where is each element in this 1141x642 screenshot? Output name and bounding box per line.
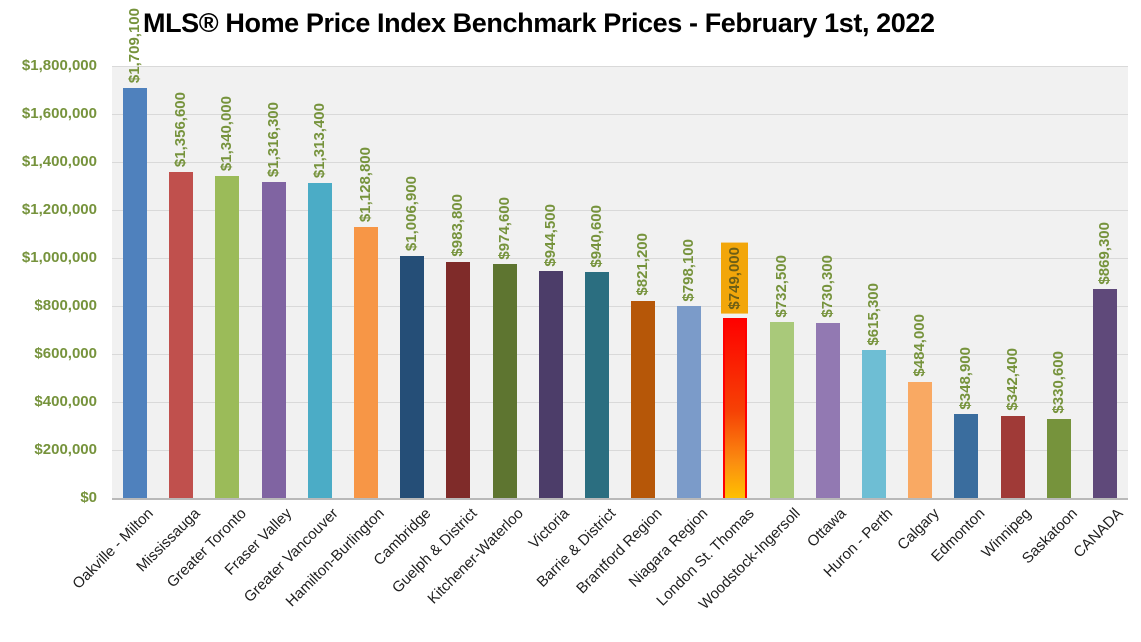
gridline (112, 66, 1128, 67)
bar (538, 271, 563, 498)
bar (631, 300, 656, 498)
bar-value-label: $1,128,800 (357, 147, 374, 223)
x-axis-label: Oakville - Milton (69, 505, 158, 593)
bar (1046, 418, 1071, 498)
bar (954, 414, 979, 498)
bar-value-label: $798,100 (680, 238, 698, 302)
bar (769, 322, 794, 498)
y-axis-tick-label: $200,000 (34, 441, 97, 458)
gridline (112, 162, 1128, 163)
gridline (112, 210, 1128, 211)
bar-value-label: $730,300 (818, 255, 836, 318)
bar-value-label: $1,313,400 (310, 102, 328, 178)
bar (169, 172, 194, 498)
gridline (112, 450, 1128, 451)
bar-value-label: $615,300 (865, 282, 882, 346)
y-axis-tick-label: $400,000 (34, 393, 97, 410)
y-axis-tick-label: $0 (80, 489, 97, 506)
bar (1000, 415, 1025, 498)
bar (354, 227, 378, 498)
bar-value-label: $484,000 (911, 314, 929, 377)
x-axis-label: Niagara Region (625, 505, 712, 591)
bar-value-label: $1,709,100 (126, 7, 144, 83)
x-axis-label: Guelph & District (388, 505, 481, 597)
bar-value-label: $821,200 (634, 233, 652, 296)
gridline (112, 114, 1128, 115)
y-axis-tick-label: $1,600,000 (21, 105, 97, 122)
bar-value-label: $974,600 (495, 196, 513, 260)
bar-value-label: $940,600 (587, 204, 605, 268)
gridline (112, 354, 1128, 355)
bar-value-label: $1,316,300 (264, 102, 282, 178)
bar-value-label: $869,300 (1095, 221, 1113, 285)
bar-value-label: $348,900 (957, 346, 975, 410)
y-axis-tick-label: $1,200,000 (21, 201, 97, 218)
y-axis-tick-label: $1,000,000 (21, 249, 97, 266)
bar-value-label: $1,340,000 (218, 96, 236, 172)
bar (677, 306, 702, 498)
bar (215, 176, 240, 498)
bar-value-label: $983,800 (449, 194, 467, 257)
y-axis-tick-label: $800,000 (34, 297, 97, 314)
y-axis-tick-label: $1,400,000 (21, 153, 97, 170)
bar (584, 272, 609, 498)
bar-value-label: $1,006,900 (403, 176, 421, 252)
bar (815, 322, 840, 498)
gridline (112, 258, 1128, 259)
chart-title: MLS® Home Price Index Benchmark Prices -… (143, 8, 935, 38)
bar (908, 381, 933, 498)
x-axis-label: Greater Toronto (163, 505, 250, 592)
bar-highlighted (723, 318, 748, 498)
bar-value-label: $342,400 (1003, 348, 1021, 411)
bar (307, 182, 332, 498)
x-axis-label: CANADA (1070, 505, 1127, 562)
y-axis-tick-label: $600,000 (34, 345, 97, 362)
x-axis-label: Ottawa (804, 505, 850, 551)
bar-value-label: $732,500 (772, 254, 790, 318)
bar (400, 256, 425, 498)
gridline (112, 402, 1128, 403)
bar (261, 182, 286, 498)
bar (123, 87, 148, 498)
bar (492, 264, 517, 498)
gridline (112, 306, 1128, 307)
bar-value-label: $330,600 (1049, 351, 1067, 414)
bar-value-label: $944,500 (541, 203, 559, 267)
bar (446, 261, 471, 498)
bar-value-label: $1,356,600 (172, 92, 190, 168)
bar (1092, 289, 1117, 498)
bar (862, 350, 886, 498)
bar-value-label: $749,000 (721, 242, 749, 314)
y-axis-tick-label: $1,800,000 (21, 57, 97, 74)
